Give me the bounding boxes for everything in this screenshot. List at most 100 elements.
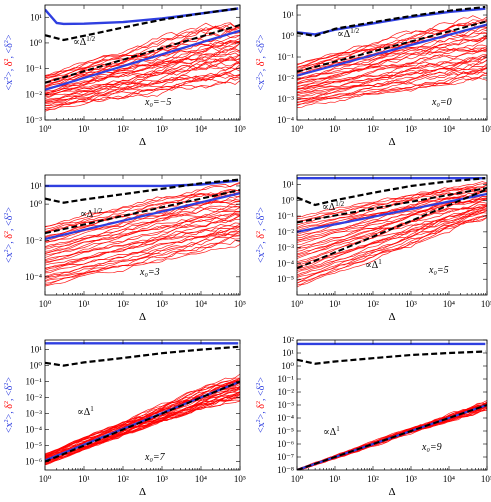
y-tick-label: 10⁻⁶: [25, 457, 42, 467]
individual-trajectory: [297, 50, 487, 87]
plot-area: [45, 342, 240, 466]
individual-trajectory: [297, 37, 487, 81]
panel-e: 10⁰ 10¹ 10² 10³ 10⁴ 10⁵ Δ 10⁻⁶ 10⁻⁵ 10⁻⁴ 10⁻³ 10⁻² 1…: [4, 339, 246, 498]
individual-trajectory: [45, 232, 240, 282]
plot-area: [45, 178, 240, 287]
initial-position-annotation: x₀=5: [428, 265, 449, 276]
y-tick-label: 10⁻⁵: [277, 274, 294, 284]
individual-trajectory: [45, 52, 240, 96]
y-tick-label: 10⁻⁶: [277, 439, 294, 449]
x-tick-label: 10²: [117, 299, 129, 309]
plot-frame: [44, 174, 241, 296]
initial-position-annotation: x₀=0: [431, 97, 452, 108]
individual-trajectory: [45, 27, 240, 83]
plot-area: [297, 5, 487, 108]
x-tick-label: 10¹: [78, 474, 90, 484]
individual-trajectory: [297, 59, 487, 98]
slope-guide-line: [297, 187, 487, 224]
y-tick-label: 10⁻³: [26, 115, 43, 125]
slope-guide-2-line: [297, 188, 487, 270]
individual-trajectory: [45, 215, 240, 261]
x-tick-label: 10⁵: [481, 474, 491, 484]
y-tick-label: 10⁻⁷: [277, 452, 294, 462]
individual-trajectory: [45, 64, 240, 101]
y-axis-label: <x2>, δ2, <δ2>: [4, 34, 15, 90]
x-tick-label: 10¹: [78, 299, 90, 309]
plot-area: [297, 342, 487, 470]
y-tick-label: 10¹: [30, 345, 42, 355]
initial-position-annotation: x₀=7: [144, 452, 166, 463]
individual-trajectory: [297, 59, 487, 93]
y-tick-label: 10⁻⁵: [277, 426, 294, 436]
individual-trajectory: [45, 50, 240, 94]
x-tick-label: 10⁴: [443, 474, 455, 484]
individual-trajectory: [297, 209, 487, 276]
initial-position-annotation: x₀=3: [139, 267, 160, 278]
y-tick-label: 10⁰: [281, 195, 294, 205]
x-tick-label: 10⁴: [195, 124, 207, 134]
y-tick-label: 10⁻¹: [278, 211, 295, 221]
individual-trajectory: [45, 392, 240, 463]
individual-trajectory: [45, 61, 240, 103]
mean-tamsd-line: [297, 192, 487, 233]
individual-trajectory: [45, 206, 240, 250]
x-axis-label: Δ: [388, 486, 395, 498]
x-tick-label: 10⁵: [481, 124, 491, 134]
y-tick-label: 10⁻⁴: [25, 425, 42, 435]
y-tick-label: 10²: [282, 335, 294, 345]
individual-trajectory: [297, 205, 487, 267]
x-tick-label: 10³: [156, 474, 168, 484]
individual-trajectory: [45, 203, 240, 248]
individual-trajectory: [45, 224, 240, 269]
y-tick-label: 10⁻⁸: [277, 465, 294, 475]
y-tick-label: 10⁰: [29, 38, 42, 48]
individual-trajectory: [45, 240, 240, 282]
individual-trajectory: [45, 73, 240, 103]
individual-trajectory: [297, 35, 487, 74]
y-tick-label: 10⁻¹: [278, 52, 295, 62]
individual-trajectory: [45, 66, 240, 108]
individual-trajectory: [45, 211, 240, 255]
individual-trajectory: [297, 47, 487, 88]
x-axis-label: Δ: [388, 311, 395, 323]
x-tick-label: 10²: [367, 474, 379, 484]
x-axis-label: Δ: [388, 136, 395, 148]
x-tick-label: 10⁰: [39, 474, 52, 484]
y-tick-label: 10⁰: [281, 361, 294, 371]
individual-trajectory: [45, 48, 240, 90]
slope-annotation: ∝Δ1/2: [337, 27, 360, 40]
y-tick-label: 10⁻¹: [278, 374, 295, 384]
slope-annotation-2: ∝Δ1: [365, 258, 382, 271]
individual-trajectory: [45, 379, 240, 457]
y-tick-label: 10⁻³: [26, 409, 43, 419]
individual-trajectory: [45, 40, 240, 88]
y-tick-label: 10⁻²: [26, 393, 43, 403]
individual-trajectory: [297, 19, 487, 66]
slope-annotation: ∝Δ1: [77, 405, 94, 418]
x-tick-label: 10¹: [329, 124, 341, 134]
x-tick-label: 10⁵: [234, 124, 246, 134]
individual-trajectory: [297, 53, 487, 91]
individual-trajectory: [297, 183, 487, 218]
x-tick-label: 10³: [405, 124, 417, 134]
x-tick-label: 10⁴: [443, 124, 455, 134]
x-tick-label: 10⁴: [195, 474, 207, 484]
y-tick-label: 10⁻²: [26, 235, 43, 245]
individual-trajectory: [297, 190, 487, 232]
individual-trajectory: [45, 60, 240, 102]
individual-trajectory: [297, 37, 487, 79]
slope-guide-line: [297, 404, 487, 470]
individual-trajectory: [45, 210, 240, 254]
individual-trajectory: [45, 218, 240, 261]
individual-trajectory: [297, 212, 487, 271]
y-tick-label: 10⁻¹: [26, 64, 43, 74]
individual-trajectory: [297, 207, 487, 278]
individual-trajectory: [45, 400, 240, 466]
individual-trajectory: [45, 22, 240, 77]
y-tick-label: 10⁻²: [278, 73, 295, 83]
x-axis-label: Δ: [139, 311, 146, 323]
msd-line: [45, 7, 239, 26]
plot-area: [45, 7, 240, 112]
individual-trajectory: [45, 63, 240, 99]
x-tick-label: 10²: [117, 124, 129, 134]
